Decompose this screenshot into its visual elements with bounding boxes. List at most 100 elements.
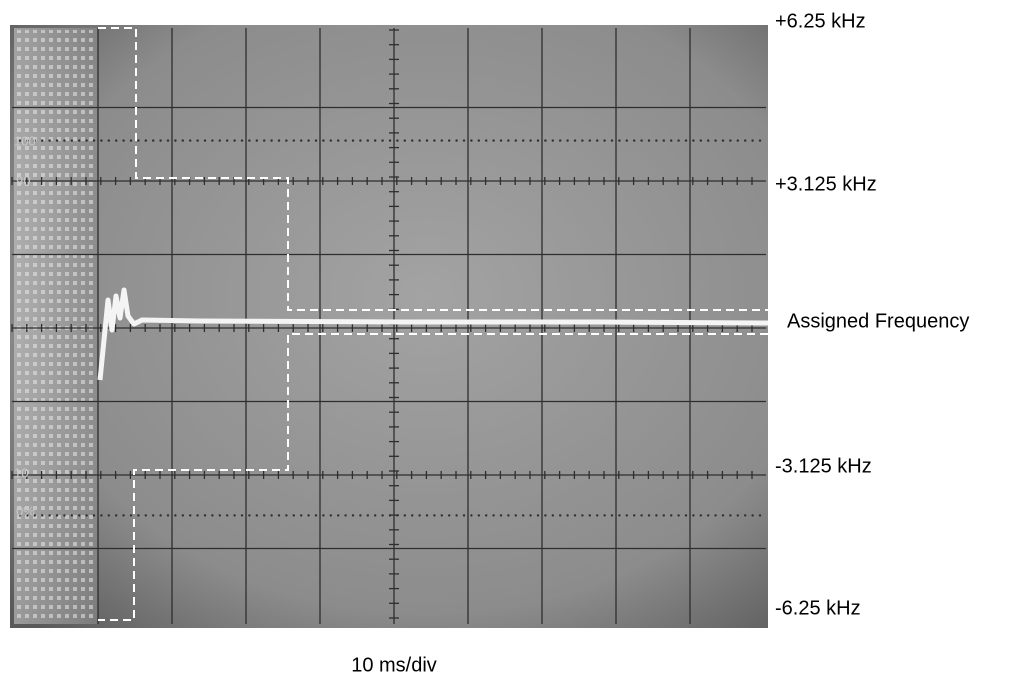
dot — [55, 139, 59, 142]
dot — [277, 139, 281, 142]
dot — [107, 139, 111, 142]
dot — [322, 514, 325, 517]
dot — [610, 514, 614, 517]
dot — [18, 139, 22, 142]
frequency-label: +3.125 kHz — [775, 173, 877, 195]
dot — [455, 139, 458, 142]
dot — [92, 139, 96, 142]
dot — [455, 514, 458, 517]
dot — [314, 139, 318, 142]
dot — [699, 514, 702, 517]
dot — [655, 139, 658, 142]
dot — [48, 514, 51, 517]
dot — [618, 139, 621, 142]
frequency-label: +6.25 kHz — [775, 10, 866, 32]
dot — [189, 139, 192, 142]
dot — [337, 514, 340, 517]
dot — [300, 514, 303, 517]
dot — [758, 514, 762, 517]
dot — [107, 514, 111, 517]
dot — [559, 139, 562, 142]
dot — [115, 514, 118, 517]
dot — [462, 139, 466, 142]
dot — [285, 139, 288, 142]
dot — [26, 139, 29, 142]
dot — [137, 139, 140, 142]
dot — [573, 514, 577, 517]
dot — [714, 514, 717, 517]
dot — [396, 514, 399, 517]
dot — [270, 139, 273, 142]
dot — [240, 139, 244, 142]
dot — [211, 514, 214, 517]
dot — [314, 514, 318, 517]
dot — [418, 514, 421, 517]
dot — [433, 514, 436, 517]
dot — [41, 514, 44, 517]
dot — [277, 514, 281, 517]
dot — [633, 139, 636, 142]
dot — [263, 514, 266, 517]
dot — [381, 139, 384, 142]
dot — [344, 139, 347, 142]
dot — [692, 139, 695, 142]
dot — [573, 139, 577, 142]
dot — [218, 514, 221, 517]
dot — [707, 514, 710, 517]
dot — [529, 514, 532, 517]
dot — [625, 514, 628, 517]
time-label: 10 ms/div — [351, 654, 437, 676]
dot — [374, 514, 377, 517]
dot — [18, 514, 22, 517]
dot — [485, 514, 488, 517]
dot — [670, 514, 673, 517]
dot — [203, 514, 207, 517]
dot — [507, 139, 510, 142]
dot — [640, 514, 643, 517]
dot — [85, 514, 88, 517]
dot — [522, 514, 525, 517]
dot — [292, 514, 295, 517]
dot — [425, 139, 429, 142]
graticule-label: 90 — [16, 173, 30, 188]
dot — [181, 514, 184, 517]
dot — [603, 139, 606, 142]
dot — [396, 139, 399, 142]
scope-screen — [10, 25, 768, 628]
dot — [448, 139, 451, 142]
dot — [100, 514, 103, 517]
dot — [285, 514, 288, 517]
dot — [744, 514, 747, 517]
mask — [98, 27, 768, 621]
dot — [744, 139, 747, 142]
dot — [729, 139, 732, 142]
dot — [425, 514, 429, 517]
dot — [329, 514, 332, 517]
dot — [492, 514, 495, 517]
dot — [736, 514, 739, 517]
dot — [433, 139, 436, 142]
dot — [129, 514, 133, 517]
dot — [551, 514, 554, 517]
dot — [640, 139, 643, 142]
dot — [485, 139, 488, 142]
dot — [329, 139, 332, 142]
dot — [292, 139, 295, 142]
graticule-label: 10 — [14, 465, 28, 480]
dot — [300, 139, 303, 142]
dot — [366, 514, 369, 517]
dot — [174, 139, 177, 142]
dot — [714, 139, 717, 142]
dot — [381, 514, 384, 517]
dot — [411, 514, 414, 517]
dot — [633, 514, 636, 517]
dot — [655, 514, 658, 517]
graticule — [11, 28, 766, 624]
dot — [41, 139, 44, 142]
dot — [359, 514, 362, 517]
dot — [662, 139, 665, 142]
dot — [218, 139, 221, 142]
dot — [588, 139, 591, 142]
dot — [270, 514, 273, 517]
